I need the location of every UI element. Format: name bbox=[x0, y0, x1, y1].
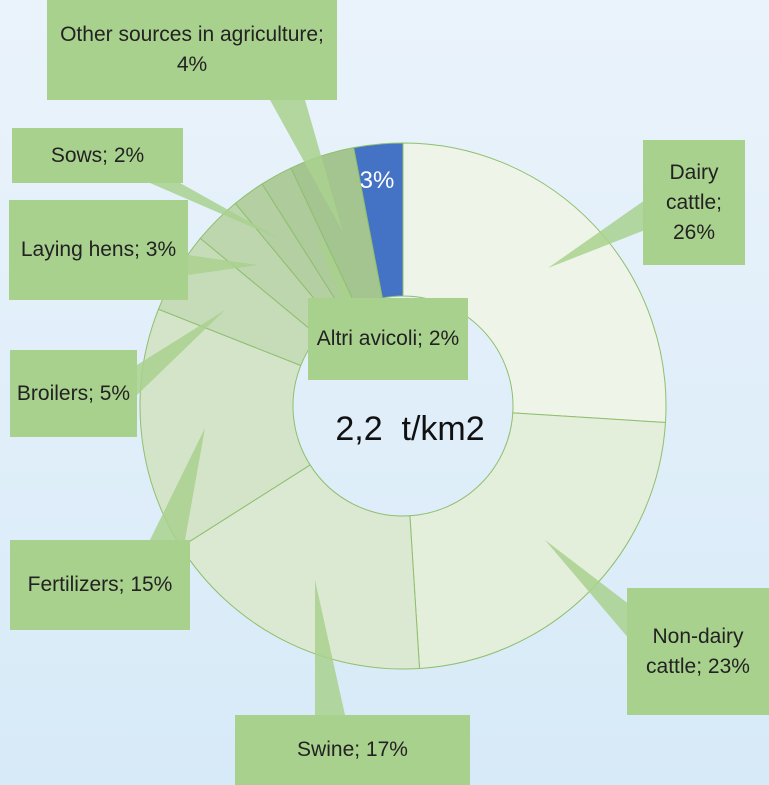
data-label: Non-dairy cattle; 23% bbox=[627, 588, 769, 715]
leader bbox=[150, 183, 282, 240]
data-label: Other sources in agriculture; 4% bbox=[47, 0, 337, 100]
leader bbox=[137, 310, 225, 395]
data-label: Altri avicoli; 2% bbox=[308, 298, 468, 380]
slice bbox=[409, 412, 667, 670]
data-label: Swine; 17% bbox=[235, 715, 470, 785]
center-annotation: 2,2 t/km2 bbox=[335, 410, 485, 448]
slice bbox=[180, 464, 421, 670]
leader bbox=[548, 200, 645, 268]
leader bbox=[545, 540, 630, 640]
data-label: Sows; 2% bbox=[12, 128, 183, 183]
data-label: Fertilizers; 15% bbox=[10, 540, 190, 630]
data-label: Broilers; 5% bbox=[10, 350, 137, 437]
leader bbox=[188, 255, 258, 275]
leader bbox=[270, 100, 343, 232]
slice bbox=[402, 142, 667, 424]
data-label: Dairy cattle; 26% bbox=[643, 140, 745, 265]
leader bbox=[315, 580, 345, 715]
leader bbox=[150, 428, 205, 540]
slice bbox=[353, 142, 404, 299]
data-label: Laying hens; 3% bbox=[9, 200, 188, 300]
data-label: 3% bbox=[359, 166, 395, 194]
